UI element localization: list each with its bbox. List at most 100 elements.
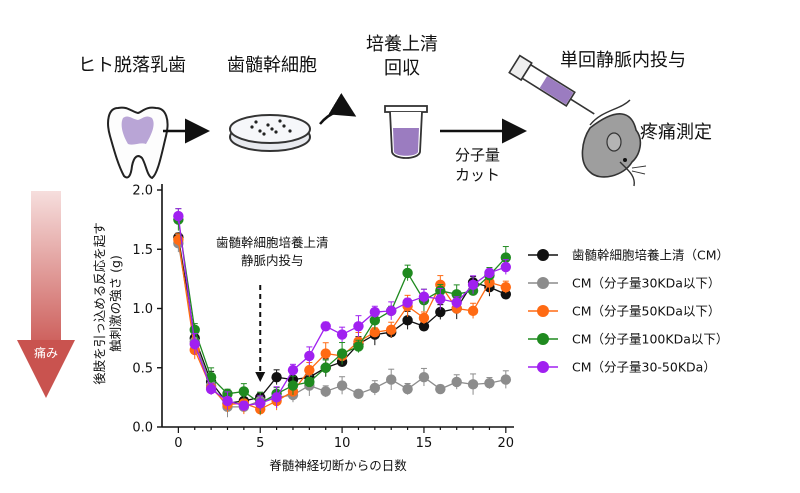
data-point — [500, 281, 512, 293]
data-point — [189, 338, 200, 350]
data-point — [418, 372, 430, 383]
legend-item: CM（分子量30-50KDa） — [528, 360, 716, 375]
data-point — [320, 348, 331, 359]
data-point — [402, 315, 413, 326]
data-point — [418, 312, 430, 324]
data-point — [402, 297, 413, 308]
legend-label: CM（分子量100KDa以下） — [572, 332, 728, 347]
x-tick-label: 5 — [256, 436, 264, 451]
data-point — [304, 376, 315, 388]
data-point — [336, 329, 348, 340]
legend-marker — [537, 333, 549, 345]
step-supernatant-label-2: 回収 — [384, 58, 420, 79]
data-point — [402, 267, 413, 279]
chart-ticks: 0.0 0.5 1.0 1.5 2.0 0 5 10 15 20 — [132, 184, 514, 452]
step-stem-cell-label: 歯髄幹細胞 — [227, 55, 317, 76]
x-tick-label: 10 — [334, 436, 351, 451]
data-point — [418, 321, 430, 332]
data-point — [320, 386, 331, 397]
data-point — [320, 321, 331, 332]
data-point — [386, 305, 397, 317]
molecular-cut-label-2: カット — [455, 166, 500, 184]
y-tick-label: 1.5 — [132, 243, 153, 258]
legend-item: CM（分子量50KDa以下） — [528, 304, 720, 319]
data-point — [435, 306, 446, 318]
pain-arrow-label: 痛み — [34, 345, 58, 360]
y-tick-label: 0.5 — [132, 361, 153, 376]
data-point — [255, 398, 266, 409]
data-point — [336, 380, 348, 391]
legend-label: 歯髄幹細胞培養上清（CM） — [572, 248, 729, 263]
data-point — [369, 382, 381, 394]
flow-arrow-2 — [319, 93, 357, 125]
data-point — [238, 400, 250, 411]
legend-item: CM（分子量100KDa以下） — [528, 332, 728, 347]
data-point — [353, 388, 364, 400]
legend-label: CM（分子量30KDa以下） — [572, 276, 720, 291]
annotation-arrow-head — [255, 372, 266, 382]
legend-item: 歯髄幹細胞培養上清（CM） — [528, 248, 729, 263]
data-point — [500, 252, 512, 263]
annotation-arrow — [255, 285, 266, 382]
chart: 0.0 0.5 1.0 1.5 2.0 0 5 10 15 20 脊髄神経切断からの日数 後肢を引… — [92, 184, 514, 474]
legend-marker — [537, 277, 549, 289]
legend-marker — [537, 305, 549, 317]
data-point — [271, 372, 282, 383]
data-point — [369, 327, 381, 338]
chart-series — [173, 208, 512, 418]
step-pain-measure-label: 疼痛測定 — [640, 122, 712, 143]
mouse-icon — [581, 99, 647, 187]
data-point — [353, 321, 364, 332]
data-point — [435, 293, 446, 305]
data-point — [435, 383, 446, 395]
series-purple — [173, 208, 512, 411]
data-point — [205, 372, 217, 383]
data-point — [500, 289, 512, 300]
data-point — [336, 348, 348, 359]
data-point — [418, 291, 430, 302]
x-axis-title: 脊髄神経切断からの日数 — [269, 458, 407, 473]
data-point — [484, 267, 495, 279]
chart-legend: 歯髄幹細胞培養上清（CM） CM（分子量30KDa以下） CM（分子量50KDa以下… — [528, 248, 729, 375]
data-point — [287, 380, 299, 391]
syringe-icon — [508, 54, 595, 115]
chart-axes — [161, 184, 514, 428]
data-point — [304, 364, 315, 376]
tube-icon — [384, 105, 428, 159]
data-point — [467, 279, 479, 290]
data-point — [500, 261, 512, 273]
x-tick-label: 0 — [174, 436, 182, 451]
y-axis-title-line2: 触刺激の強さ (g) — [108, 255, 123, 352]
data-point — [402, 383, 413, 395]
data-point — [304, 350, 315, 362]
annotation-line2: 静脈内投与 — [241, 253, 304, 268]
legend-label: CM（分子量30-50KDa） — [572, 360, 716, 375]
step-injection-label: 単回静脈内投与 — [560, 50, 686, 71]
step-supernatant-label-1: 培養上清 — [366, 34, 438, 55]
data-point — [287, 364, 299, 376]
pain-arrow: 痛み — [17, 191, 75, 398]
y-tick-label: 2.0 — [132, 184, 153, 199]
data-point — [271, 392, 282, 403]
step-tooth-label: ヒト脱落乳歯 — [78, 55, 186, 76]
legend-marker — [537, 249, 549, 261]
petri-dish-icon — [229, 114, 311, 152]
y-tick-label: 1.0 — [132, 302, 153, 317]
legend-marker — [537, 361, 549, 373]
data-point — [451, 297, 462, 308]
molecular-cut-label-1: 分子量 — [455, 146, 500, 164]
data-point — [369, 315, 381, 326]
data-point — [467, 379, 479, 390]
legend-label: CM（分子量50KDa以下） — [572, 304, 720, 319]
data-point — [484, 377, 495, 389]
data-point — [320, 362, 331, 373]
data-point — [467, 305, 479, 317]
annotation-line1: 歯髄幹細胞培養上清 — [216, 235, 329, 250]
data-point — [386, 324, 397, 336]
data-point — [222, 395, 233, 407]
data-point — [451, 376, 462, 388]
x-tick-label: 20 — [498, 436, 515, 451]
legend-item: CM（分子量30KDa以下） — [528, 276, 720, 291]
